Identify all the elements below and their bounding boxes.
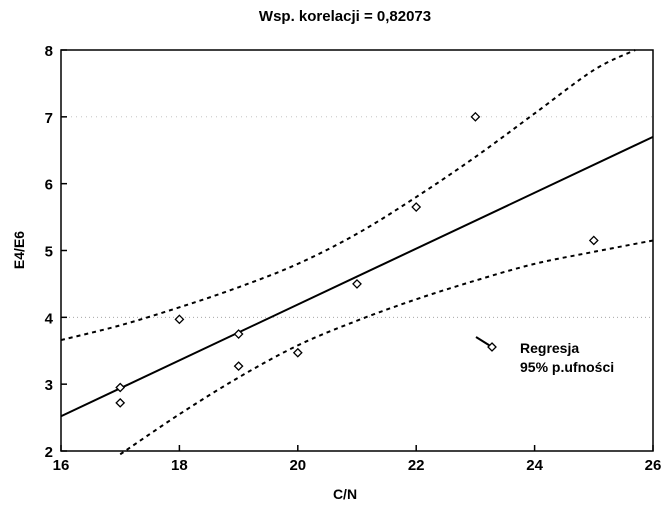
data-point — [174, 314, 185, 325]
data-point — [588, 235, 599, 246]
legend: Regresja 95% p.ufności — [475, 336, 614, 375]
plot-area — [60, 49, 654, 452]
y-tick-label: 3 — [45, 377, 53, 394]
regression-line — [60, 135, 654, 418]
x-tick-label: 16 — [53, 457, 70, 474]
legend-marker — [487, 342, 497, 352]
x-tick-label: 22 — [408, 457, 425, 474]
data-points — [115, 111, 599, 408]
x-tick-label: 20 — [289, 457, 306, 474]
y-tick-label: 2 — [45, 444, 53, 461]
reference-lines — [61, 116, 653, 318]
data-point — [292, 347, 303, 358]
x-axis: 16 18 20 22 24 26 — [53, 445, 662, 474]
legend-label-regression: Regresja — [520, 340, 579, 356]
data-point — [233, 329, 244, 339]
legend-label-confidence: 95% p.ufności — [520, 359, 614, 375]
data-point — [233, 361, 244, 372]
x-tick-label: 18 — [171, 457, 188, 474]
y-tick-label: 7 — [45, 110, 53, 127]
y-tick-label: 6 — [45, 177, 53, 194]
y-tick-label: 5 — [45, 244, 53, 261]
chart-title: Wsp. korelacji = 0,82073 — [259, 8, 431, 25]
data-point — [352, 278, 362, 289]
y-tick-label: 8 — [45, 43, 53, 60]
data-point — [470, 111, 481, 122]
ci-upper-curve — [60, 49, 636, 342]
y-axis: 2 3 4 5 6 7 8 — [45, 43, 67, 461]
data-point — [411, 202, 422, 212]
data-point — [115, 382, 126, 393]
y-axis-label: E4/E6 — [11, 231, 27, 269]
data-point — [115, 397, 126, 408]
y-tick-label: 4 — [45, 310, 54, 327]
ci-lower-curve — [119, 239, 654, 456]
x-tick-label: 24 — [526, 457, 543, 474]
x-tick-label: 26 — [645, 457, 662, 474]
x-axis-label: C/N — [333, 486, 357, 502]
